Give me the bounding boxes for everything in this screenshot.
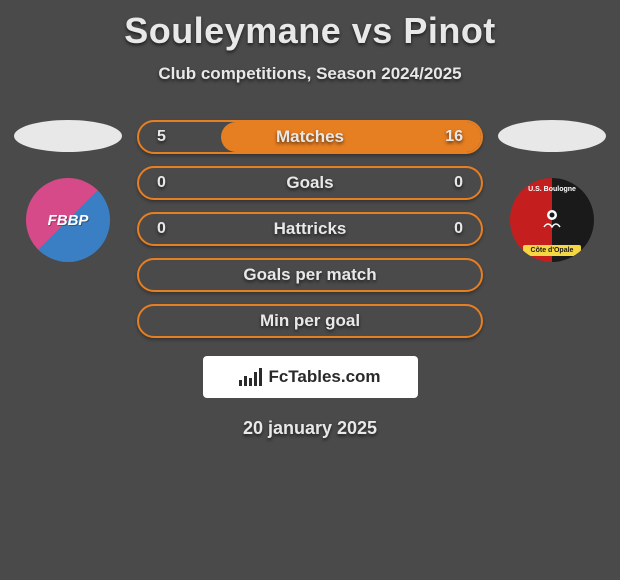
stat-label: Matches <box>276 127 344 147</box>
right-team-badge-top: U.S. Boulogne <box>528 186 576 193</box>
stat-fill-bar <box>221 122 481 152</box>
subtitle: Club competitions, Season 2024/2025 <box>0 64 620 84</box>
stat-row: Goals per match <box>137 258 483 292</box>
stat-left-value: 0 <box>157 174 166 192</box>
right-team-badge-bottom: Côte d'Opale <box>523 245 582 256</box>
stat-label: Goals per match <box>243 265 376 285</box>
stat-label: Goals <box>286 173 333 193</box>
brand-badge[interactable]: FcTables.com <box>203 356 418 398</box>
stat-left-value: 5 <box>157 128 166 146</box>
left-team-badge-text: FBBP <box>48 212 89 229</box>
stat-label: Hattricks <box>274 219 347 239</box>
comparison-card: Souleymane vs Pinot Club competitions, S… <box>0 0 620 439</box>
stat-row: 0 Hattricks 0 <box>137 212 483 246</box>
right-team-badge: U.S. Boulogne Côte d'Opale <box>510 178 594 262</box>
stat-row: Min per goal <box>137 304 483 338</box>
chart-icon <box>239 368 262 386</box>
right-player-silhouette <box>498 120 606 152</box>
left-player-column: FBBP <box>9 120 127 262</box>
left-team-badge: FBBP <box>26 178 110 262</box>
stat-row: 5 Matches 16 <box>137 120 483 154</box>
right-player-column: U.S. Boulogne Côte d'Opale <box>493 120 611 262</box>
left-player-silhouette <box>14 120 122 152</box>
stat-right-value: 0 <box>454 174 463 192</box>
stat-label: Min per goal <box>260 311 360 331</box>
stat-left-value: 0 <box>157 220 166 238</box>
stat-right-value: 0 <box>454 220 463 238</box>
stats-column: 5 Matches 16 0 Goals 0 0 Hattricks 0 Goals per ma… <box>137 120 483 338</box>
stat-right-value: 16 <box>445 128 463 146</box>
brand-text: FcTables.com <box>268 367 380 387</box>
footer-date: 20 january 2025 <box>0 418 620 439</box>
right-team-badge-icon <box>540 207 564 231</box>
stat-row: 0 Goals 0 <box>137 166 483 200</box>
page-title: Souleymane vs Pinot <box>0 10 620 52</box>
main-row: FBBP 5 Matches 16 0 Goals 0 0 Hattricks 0 Goals p… <box>0 120 620 338</box>
